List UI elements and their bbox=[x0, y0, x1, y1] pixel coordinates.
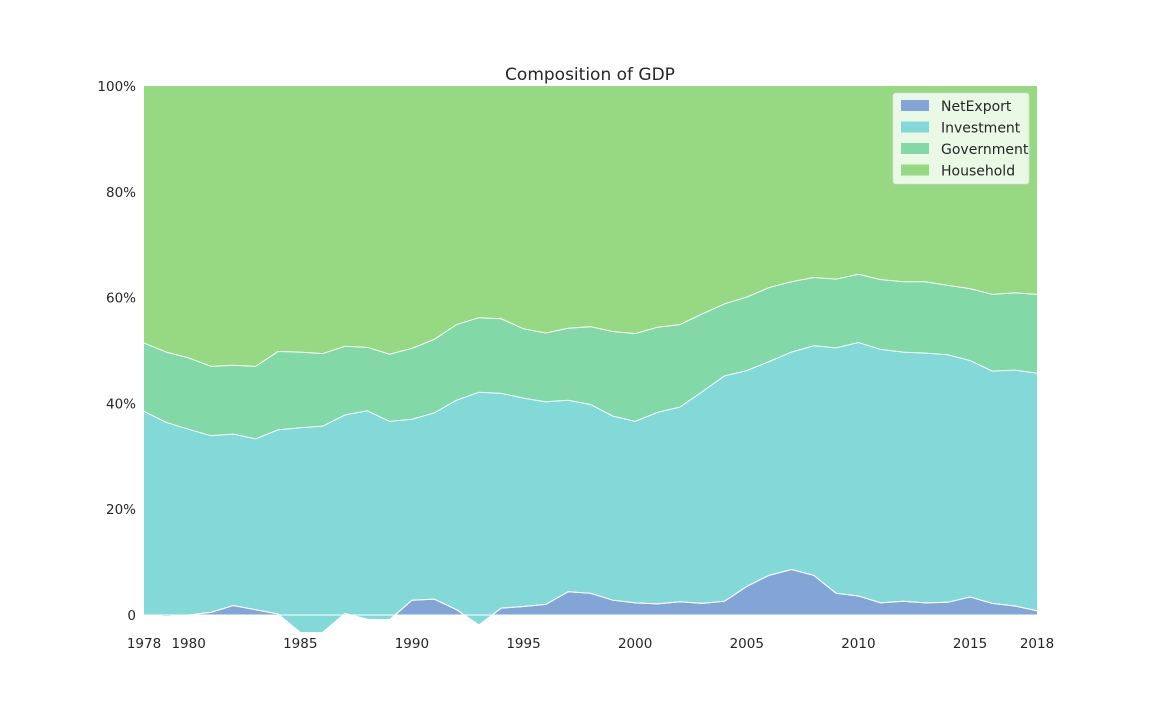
y-tick-label: 40% bbox=[106, 396, 136, 412]
x-tick-label: 1985 bbox=[283, 636, 317, 652]
boundary-line-3 bbox=[143, 273, 1038, 367]
legend-swatch-investment bbox=[901, 121, 929, 133]
legend-label-investment: Investment bbox=[941, 121, 1021, 137]
y-tick-label: 80% bbox=[106, 185, 136, 201]
y-tick-label: 0 bbox=[127, 608, 136, 624]
stacked-areas bbox=[144, 86, 1037, 633]
chart-title: Composition of GDP bbox=[505, 65, 675, 85]
legend-label-household: Household bbox=[941, 164, 1015, 180]
boundary-line-2 bbox=[143, 342, 1038, 440]
legend-swatch-household bbox=[901, 164, 929, 176]
y-tick-label: 60% bbox=[106, 291, 136, 307]
area-investment bbox=[144, 342, 1037, 633]
area-household bbox=[144, 86, 1037, 367]
legend-label-government: Government bbox=[941, 142, 1029, 158]
boundary-line-netexport-top bbox=[143, 568, 1038, 633]
legend-swatch-government bbox=[901, 143, 929, 154]
legend-swatch-netexport bbox=[901, 100, 929, 111]
y-tick-label: 20% bbox=[106, 502, 136, 518]
x-tick-label: 1990 bbox=[395, 636, 429, 652]
x-tick-label: 1980 bbox=[171, 636, 205, 652]
x-tick-label: 2018 bbox=[1020, 636, 1054, 652]
series-boundaries bbox=[143, 273, 1038, 633]
x-tick-label: 1978 bbox=[127, 636, 161, 652]
x-tick-label: 2000 bbox=[618, 636, 652, 652]
x-tick-label: 2015 bbox=[953, 636, 987, 652]
x-axis: 1978 1980 1985 1990 1995 2000 2005 2010 2015 2018 bbox=[127, 636, 1054, 652]
area-government bbox=[144, 274, 1037, 439]
x-tick-label: 1995 bbox=[506, 636, 540, 652]
y-tick-label: 100% bbox=[97, 79, 136, 95]
x-tick-label: 2010 bbox=[841, 636, 875, 652]
legend-label-netexport: NetExport bbox=[941, 99, 1012, 115]
y-axis: 0 20% 40% 60% 80% 100% bbox=[97, 79, 136, 624]
x-tick-label: 2005 bbox=[730, 636, 764, 652]
legend: NetExport Investment Government Household bbox=[892, 92, 1030, 185]
legend-frame bbox=[892, 92, 1030, 185]
